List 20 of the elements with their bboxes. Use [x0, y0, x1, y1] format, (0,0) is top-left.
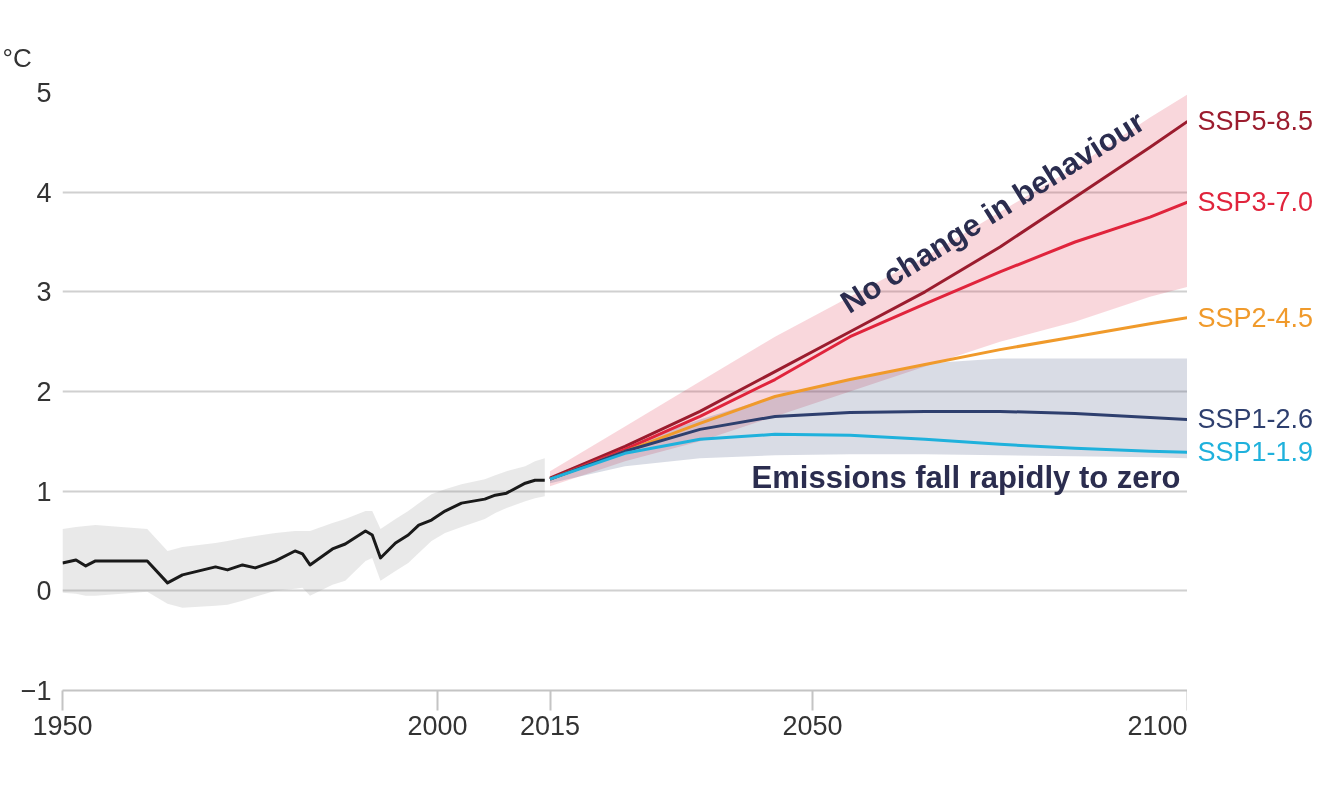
x-tick-label: 2000	[407, 710, 468, 741]
y-tick-label: 1	[36, 476, 52, 507]
y-axis-title: °C	[2, 42, 32, 73]
y-tick-label: 5	[36, 78, 52, 108]
y-tick-label: 0	[36, 576, 52, 607]
x-tick-label: 2050	[782, 710, 843, 741]
x-tick-label: 2015	[519, 710, 581, 741]
line-series	[62, 478, 547, 585]
y-tick-label: 4	[36, 177, 52, 208]
x-tick-label: 2100	[1127, 710, 1188, 741]
y-tick-label: 2	[36, 377, 52, 407]
annotation: Emissions fall rapidly to zero	[751, 459, 1181, 495]
x-tick-label: 1950	[32, 710, 93, 741]
y-tick-label: −1	[20, 676, 52, 706]
series-label: SSP5-8.5	[1197, 106, 1314, 137]
series-label: SSP1-2.6	[1197, 404, 1314, 435]
series-label: SSP1-1.9	[1197, 437, 1314, 468]
series-label: SSP3-7.0	[1197, 187, 1314, 218]
series-label: SSP2-4.5	[1197, 302, 1314, 333]
y-tick-label: 3	[36, 277, 52, 308]
